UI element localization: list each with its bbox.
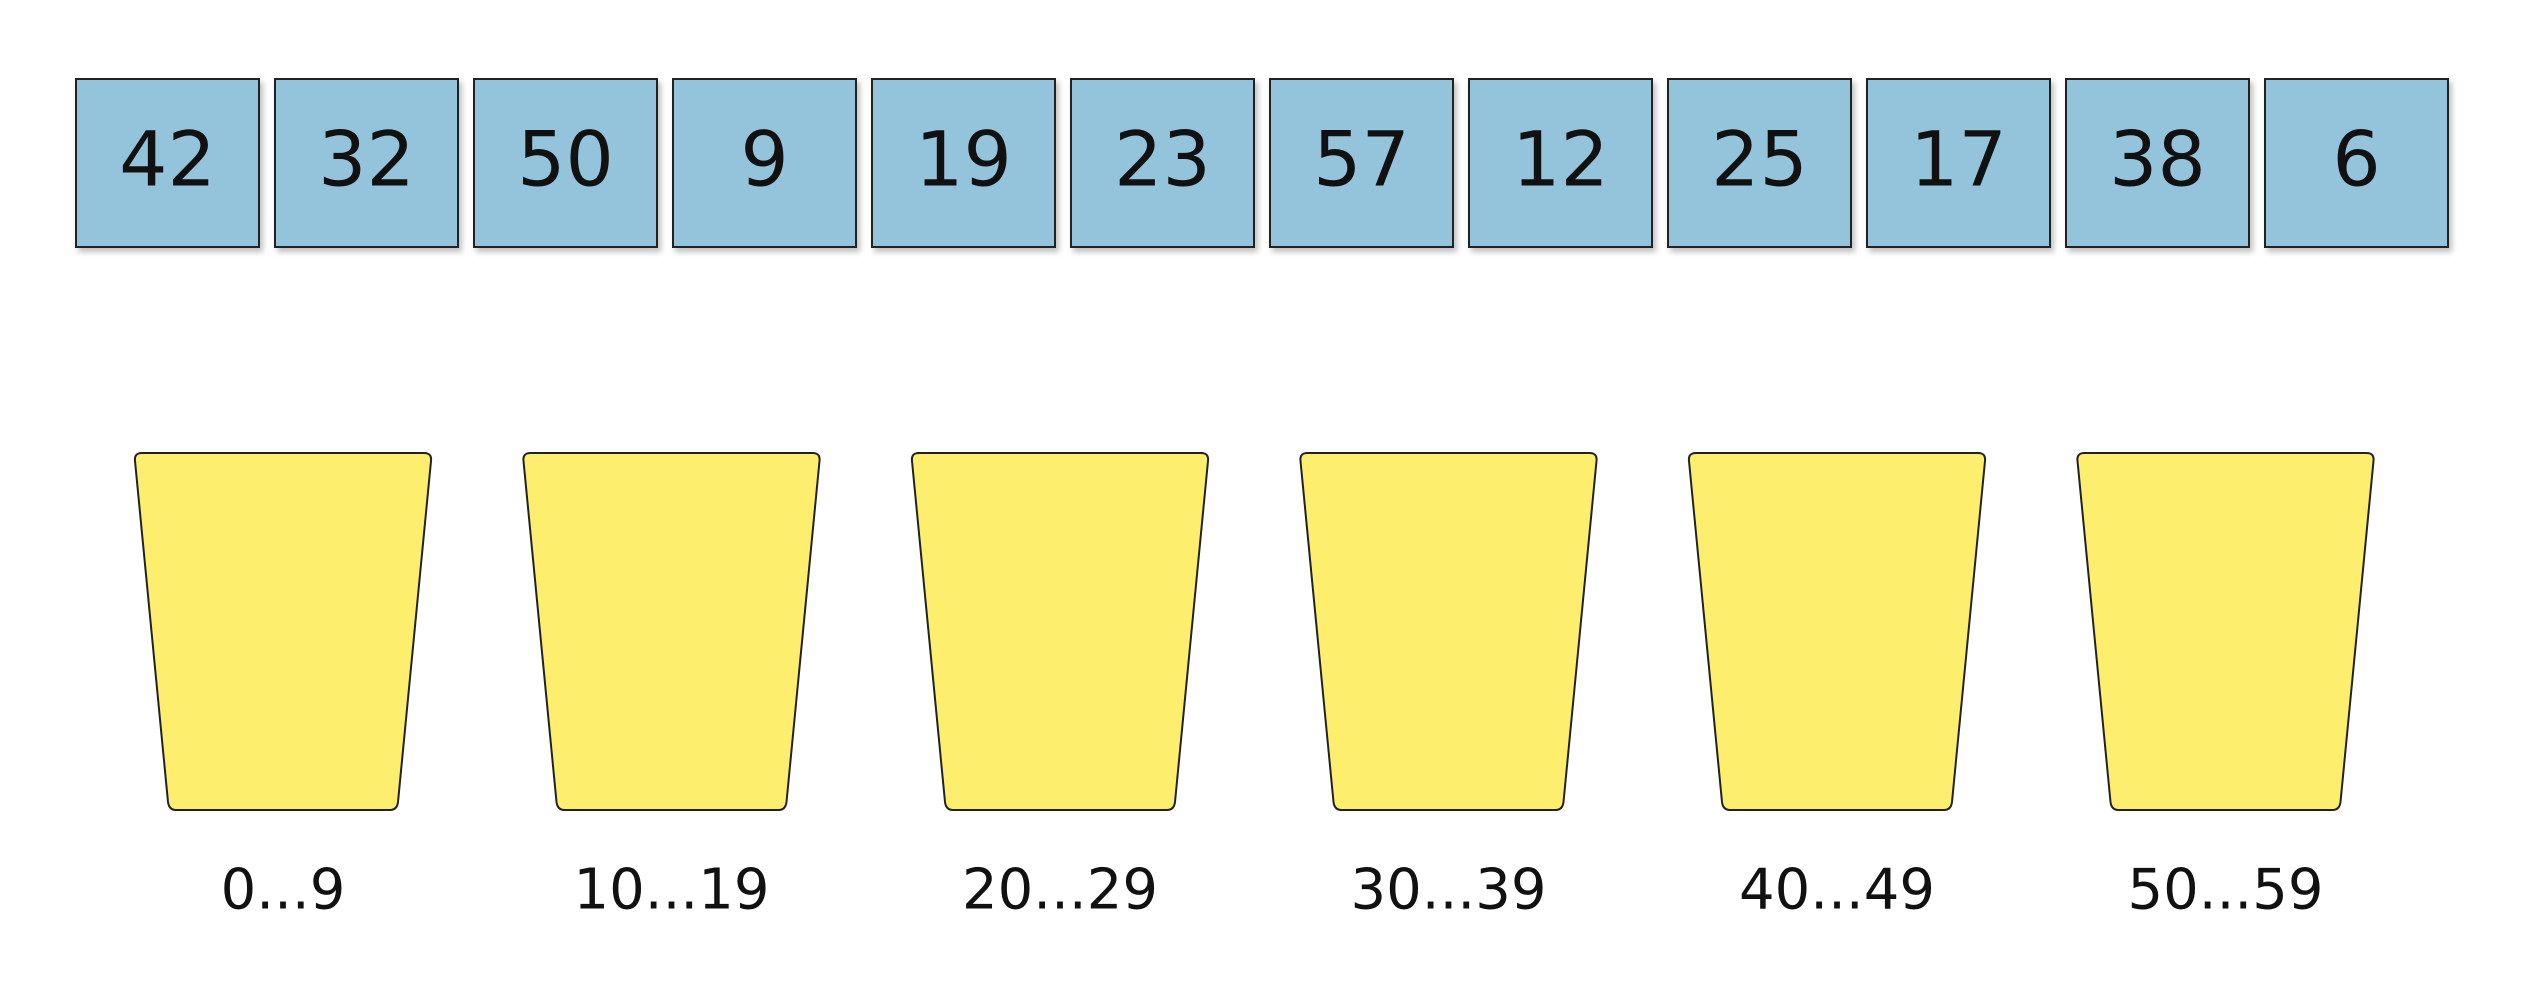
- array-cell: 19: [871, 78, 1056, 248]
- bucket-shape: [133, 452, 433, 811]
- cell-box: [2065, 78, 2250, 248]
- bucket-label: 50...59: [2128, 858, 2324, 923]
- cell-value: 17: [1910, 115, 2007, 204]
- array-cell: 50: [473, 78, 658, 248]
- cell-value: 19: [915, 115, 1012, 204]
- cell-box: [274, 78, 459, 248]
- bucket: 50...59: [2076, 452, 2375, 923]
- bucket: 40...49: [1687, 452, 1987, 923]
- cell-value: 23: [1114, 115, 1211, 204]
- cell-box: [2264, 78, 2449, 248]
- cell-value: 57: [1313, 115, 1410, 204]
- cell-box: [473, 78, 658, 248]
- cell-box: [871, 78, 1056, 248]
- bucket-label: 10...19: [574, 858, 770, 923]
- cell-value: 32: [318, 115, 415, 204]
- cell-box: [672, 78, 857, 248]
- cell-value: 9: [740, 115, 788, 204]
- array-cell: 57: [1269, 78, 1454, 248]
- array-cell: 25: [1667, 78, 1852, 248]
- cell-value: 38: [2109, 115, 2206, 204]
- bucket: 10...19: [522, 452, 821, 923]
- cell-box: [1468, 78, 1653, 248]
- bucket-shape: [910, 452, 1210, 811]
- bucket-label: 20...29: [962, 858, 1158, 923]
- bucket-shape: [522, 452, 821, 811]
- array-cell: 23: [1070, 78, 1255, 248]
- cell-value: 50: [517, 115, 614, 204]
- cell-box: [1269, 78, 1454, 248]
- array-cell: 38: [2065, 78, 2250, 248]
- bucket-shape: [2076, 452, 2375, 811]
- array-cell: 32: [274, 78, 459, 248]
- cell-box: [1866, 78, 2051, 248]
- cell-value: 42: [119, 115, 216, 204]
- bucket: 0...9: [133, 452, 433, 923]
- array-cell: 6: [2264, 78, 2449, 248]
- bucket-shape: [1687, 452, 1987, 811]
- bucket: 30...39: [1299, 452, 1598, 923]
- array-cell: 42: [75, 78, 260, 248]
- array-cell: 12: [1468, 78, 1653, 248]
- bucket-label: 30...39: [1351, 858, 1547, 923]
- bucket-shape: [1299, 452, 1598, 811]
- array-cell: 9: [672, 78, 857, 248]
- cell-box: [75, 78, 260, 248]
- cell-value: 25: [1711, 115, 1808, 204]
- cell-value: 6: [2332, 115, 2380, 204]
- bucket-label: 40...49: [1739, 858, 1935, 923]
- cell-value: 12: [1512, 115, 1609, 204]
- cell-box: [1070, 78, 1255, 248]
- bucket-label: 0...9: [221, 858, 346, 923]
- bucket: 20...29: [910, 452, 1210, 923]
- array-cell: 17: [1866, 78, 2051, 248]
- cell-box: [1667, 78, 1852, 248]
